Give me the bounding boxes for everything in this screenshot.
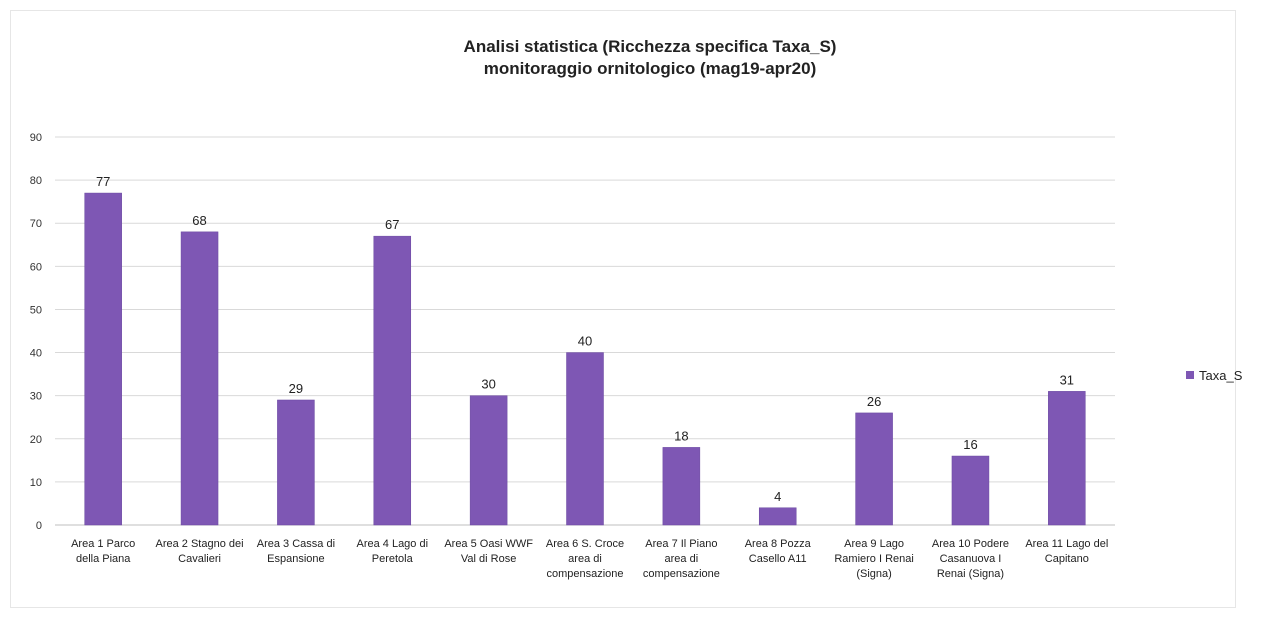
chart-title: Analisi statistica (Ricchezza specifica … (464, 37, 837, 78)
y-tick-label: 90 (30, 132, 42, 144)
bar-value-label: 29 (289, 381, 303, 396)
x-category-label: Area 10 Podere (932, 538, 1009, 550)
y-tick-label: 80 (30, 175, 42, 187)
bar (758, 507, 797, 526)
x-category-label: area di (568, 553, 602, 565)
bar-value-label: 18 (674, 428, 688, 443)
y-tick-label: 0 (36, 520, 42, 532)
x-category-label: Area 6 S. Croce (546, 538, 624, 550)
bar (662, 447, 701, 526)
x-category-label: Ramiero I Renai (834, 553, 913, 565)
x-category-label: area di (665, 553, 699, 565)
bar (566, 352, 604, 526)
x-category-label: (Signa) (856, 568, 891, 580)
x-category-label: compensazione (546, 568, 623, 580)
chart-title-line-2: monitoraggio ornitologico (mag19-apr20) (484, 59, 816, 78)
legend-label: Taxa_S (1199, 368, 1243, 383)
bar-value-label: 67 (385, 217, 399, 232)
y-tick-label: 60 (30, 261, 42, 273)
bar-value-label: 16 (963, 437, 977, 452)
x-category-label: Cavalieri (178, 553, 221, 565)
x-category-label: Capitano (1045, 553, 1089, 565)
x-category-label: Area 1 Parco (71, 538, 135, 550)
bar-value-label: 4 (774, 489, 781, 504)
bar (84, 192, 122, 526)
x-category-label: Area 9 Lago (844, 538, 904, 550)
bar (277, 399, 315, 526)
x-category-label: Area 4 Lago di (356, 538, 428, 550)
x-category-label: Renai (Signa) (937, 568, 1004, 580)
x-category-label: Area 3 Cassa di (257, 538, 335, 550)
bar-value-label: 26 (867, 394, 881, 409)
bar-value-label: 40 (578, 334, 592, 349)
x-category-label: Casanuova I (940, 553, 1002, 565)
x-category-label: Area 5 Oasi WWF (444, 538, 533, 550)
bar (855, 412, 893, 526)
bar (951, 455, 990, 526)
x-category-label: Casello A11 (749, 553, 807, 565)
bar (469, 395, 508, 526)
legend: Taxa_S (1186, 368, 1243, 383)
x-category-label: Val di Rose (461, 553, 516, 565)
legend-swatch (1186, 371, 1194, 379)
x-category-label: Area 7 Il Piano (645, 538, 717, 550)
bar (373, 235, 412, 526)
y-tick-label: 30 (30, 391, 42, 403)
bar-value-label: 68 (192, 213, 206, 228)
data-labels: 77 68 29 67 30 40 18 4 26 16 31 (96, 174, 1074, 504)
chart-frame (10, 10, 1236, 608)
y-tick-label: 10 (30, 477, 42, 489)
x-category-label: Area 11 Lago del (1025, 538, 1108, 550)
bar-value-label: 77 (96, 174, 110, 189)
bars (84, 192, 1086, 526)
x-axis-categories: Area 1 Parco della Piana Area 2 Stagno dei… (71, 538, 1108, 580)
y-tick-label: 20 (30, 434, 42, 446)
gridlines (55, 136, 1115, 526)
x-category-label: Area 8 Pozza (745, 538, 812, 550)
y-tick-label: 40 (30, 348, 42, 360)
x-category-label: Peretola (372, 553, 414, 565)
y-axis-ticks: 0 10 20 30 40 50 60 70 80 90 (30, 132, 42, 532)
x-category-label: Espansione (267, 553, 325, 565)
bar (180, 231, 219, 526)
bar-value-label: 31 (1060, 372, 1074, 387)
chart-title-line-1: Analisi statistica (Ricchezza specifica … (464, 37, 837, 56)
y-tick-label: 70 (30, 218, 42, 230)
x-category-label: Area 2 Stagno dei (156, 538, 244, 550)
x-category-label: compensazione (643, 568, 720, 580)
bar-value-label: 30 (481, 377, 495, 392)
x-category-label: della Piana (76, 553, 131, 565)
bar (1048, 391, 1086, 526)
y-tick-label: 50 (30, 304, 42, 316)
